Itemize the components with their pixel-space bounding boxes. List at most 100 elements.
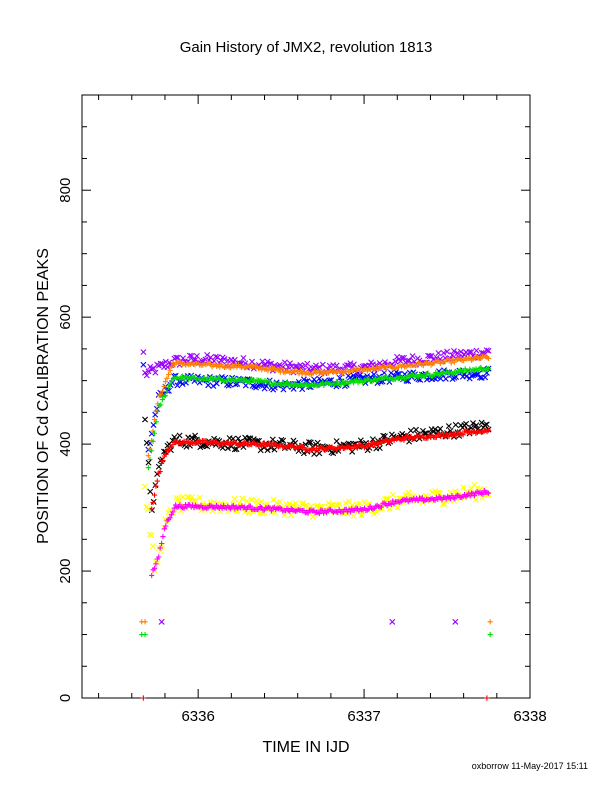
data-point — [302, 502, 309, 509]
data-point — [469, 420, 476, 427]
data-point — [299, 386, 306, 393]
data-point — [419, 495, 425, 501]
data-point — [278, 441, 284, 447]
data-point — [485, 347, 492, 354]
data-point — [222, 374, 229, 381]
data-point — [265, 368, 271, 374]
data-point — [142, 369, 149, 376]
data-point — [162, 378, 169, 385]
data-point — [164, 364, 171, 371]
data-point — [140, 361, 147, 368]
data-point — [196, 494, 203, 501]
data-points — [139, 347, 493, 701]
data-point — [142, 619, 148, 625]
data-point — [245, 435, 252, 442]
y-axis-title: POSITION OF Cd CALIBRATION PEAKS — [35, 248, 52, 544]
y-axis: 0 200 400 600 800 — [57, 94, 530, 702]
data-point — [145, 453, 151, 459]
data-point — [287, 512, 294, 519]
data-point — [218, 357, 224, 364]
data-point — [153, 419, 159, 425]
data-point — [266, 361, 273, 368]
data-point — [371, 371, 377, 378]
data-point — [168, 512, 175, 518]
data-point — [311, 451, 318, 458]
data-point — [397, 373, 403, 379]
data-point — [376, 445, 383, 451]
data-point — [482, 422, 489, 429]
data-point — [314, 439, 321, 446]
data-point — [487, 631, 493, 638]
data-point — [169, 363, 175, 369]
data-point — [150, 421, 157, 428]
data-point — [357, 437, 364, 444]
data-point — [451, 347, 457, 354]
data-point — [149, 572, 155, 579]
data-point — [147, 488, 154, 495]
data-point — [366, 500, 373, 507]
data-point — [158, 402, 164, 408]
data-point — [297, 368, 304, 374]
data-point — [248, 496, 255, 503]
data-point — [471, 493, 478, 499]
data-point — [425, 435, 431, 441]
data-point — [394, 504, 401, 511]
data-point — [192, 432, 199, 439]
plot-frame — [81, 94, 531, 699]
data-point — [140, 695, 146, 701]
data-point — [153, 561, 159, 567]
data-point — [140, 349, 147, 356]
data-point — [476, 374, 483, 381]
data-point — [367, 444, 373, 450]
data-point — [193, 352, 200, 359]
data-point — [236, 500, 243, 507]
data-point — [473, 422, 480, 429]
data-point — [474, 484, 481, 491]
footer-credit: oxborrow 11-May-2017 15:11 — [472, 761, 588, 771]
data-point — [435, 350, 442, 357]
data-point — [258, 498, 265, 505]
data-point — [335, 509, 341, 516]
data-point — [460, 484, 467, 491]
data-point — [350, 361, 357, 368]
data-point — [151, 430, 158, 436]
data-point — [437, 425, 444, 432]
data-point — [151, 492, 158, 498]
chart-title: Gain History of JMX2, revolution 1813 — [180, 39, 433, 56]
data-point — [148, 532, 155, 539]
data-point — [234, 380, 241, 387]
data-point — [336, 501, 343, 508]
data-point — [316, 375, 323, 382]
data-point — [159, 388, 165, 394]
data-point — [192, 498, 199, 505]
data-point — [487, 619, 493, 625]
data-point — [151, 565, 158, 571]
data-point — [166, 359, 173, 366]
data-point — [419, 427, 426, 434]
data-point — [159, 396, 165, 403]
data-point — [156, 554, 162, 560]
data-point — [171, 505, 177, 511]
data-point — [383, 366, 389, 373]
data-point — [268, 508, 275, 514]
data-point — [378, 504, 385, 510]
data-point — [381, 364, 388, 370]
data-point — [415, 498, 421, 504]
data-point — [409, 353, 416, 360]
data-point — [164, 375, 170, 381]
data-point — [432, 497, 438, 503]
data-point — [300, 499, 307, 506]
data-point — [264, 358, 271, 365]
data-point — [269, 436, 276, 443]
data-point — [485, 366, 492, 372]
data-point — [319, 371, 325, 377]
data-point — [328, 502, 335, 509]
data-point — [154, 478, 160, 484]
data-point — [150, 438, 156, 444]
data-point — [353, 377, 360, 383]
x-tick-label: 6338 — [513, 708, 546, 725]
data-point — [428, 353, 435, 360]
data-point — [478, 419, 485, 426]
data-point — [433, 434, 439, 440]
data-point — [235, 435, 242, 442]
